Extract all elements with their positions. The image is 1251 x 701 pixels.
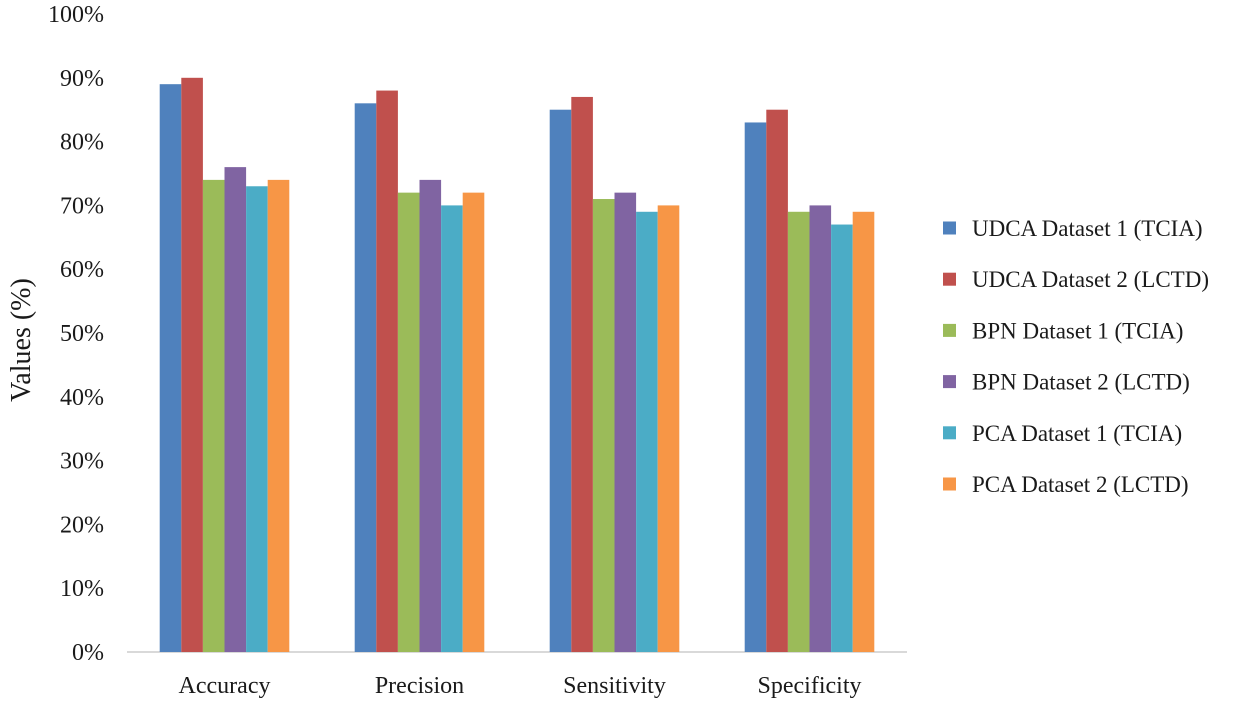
y-tick-label: 20% [60,512,104,538]
y-tick-label: 30% [60,449,104,475]
y-tick-label: 10% [60,576,104,602]
bar-sensitivity-series-2 [571,96,593,652]
bar-precision-series-2 [376,90,398,652]
y-tick-label: 40% [60,385,104,411]
bar-sensitivity-series-5 [636,211,658,652]
bar-precision-series-6 [462,192,485,652]
bar-accuracy-series-4 [224,167,247,652]
bars-group [159,77,875,653]
x-category-label: Accuracy [179,673,271,699]
y-tick-label: 0% [72,640,104,666]
bar-accuracy-series-5 [246,186,268,652]
y-axis-title: Values (%) [6,278,37,402]
legend-label: UDCA Dataset 2 (LCTD) [972,267,1209,292]
y-tick-label: 60% [60,257,104,283]
y-tick-label: 50% [60,321,104,347]
legend-label: UDCA Dataset 1 (TCIA) [972,216,1203,241]
bar-precision-series-3 [397,192,420,652]
bar-precision-series-1 [354,103,377,652]
x-category-label: Specificity [758,673,862,699]
bar-sensitivity-series-4 [614,192,637,652]
legend-swatch [943,272,956,286]
legend-label: PCA Dataset 2 (LCTD) [972,472,1189,497]
legend-swatch [943,323,956,337]
bar-precision-series-4 [419,179,442,652]
bar-specificity-series-6 [852,211,875,652]
y-axis-ticks: 0% 10% 20% 30% 40% 50% 60% 70% 80% 90% 100% [48,2,104,666]
bar-accuracy-series-1 [159,84,182,653]
legend-swatch [943,426,956,440]
bar-specificity-series-3 [787,211,810,652]
bar-accuracy-series-3 [202,179,225,652]
x-category-label: Sensitivity [563,673,666,699]
bar-specificity-series-2 [766,109,788,652]
y-tick-label: 70% [60,193,104,219]
legend-swatch [943,221,956,235]
x-category-label: Precision [375,673,464,699]
bar-precision-series-5 [441,205,463,652]
y-tick-label: 90% [60,66,104,92]
legend-swatch [943,477,956,491]
bar-accuracy-series-6 [267,179,290,652]
y-tick-label: 80% [60,130,104,156]
bar-sensitivity-series-3 [592,199,615,652]
legend-label: BPN Dataset 2 (LCTD) [972,370,1190,395]
category-labels: Accuracy Precision Sensitivity Specificity [179,673,862,699]
bar-accuracy-series-2 [181,77,203,653]
bar-specificity-series-5 [831,224,853,653]
legend-label: PCA Dataset 1 (TCIA) [972,421,1182,446]
bar-sensitivity-series-1 [549,109,572,652]
y-tick-label: 100% [48,2,104,28]
bar-sensitivity-series-6 [657,205,680,652]
bar-specificity-series-4 [809,205,832,652]
legend-label: BPN Dataset 1 (TCIA) [972,318,1183,343]
legend-swatch [943,375,956,389]
legend: UDCA Dataset 1 (TCIA) UDCA Dataset 2 (LCT… [943,216,1209,497]
bar-specificity-series-1 [744,122,767,652]
